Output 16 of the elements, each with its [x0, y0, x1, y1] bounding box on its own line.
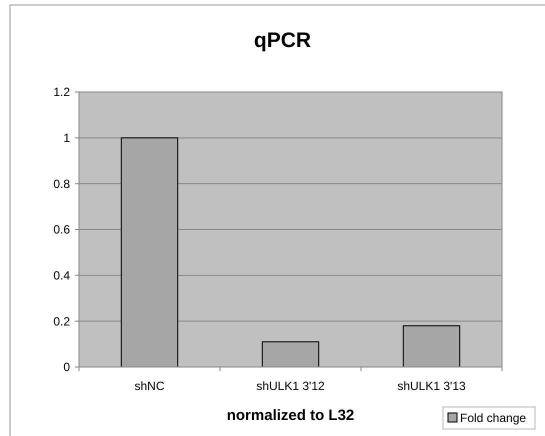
- x-tick-label: shULK1 3'12: [256, 379, 325, 393]
- y-tick-label: 1: [63, 131, 70, 146]
- chart-title: qPCR: [254, 29, 312, 52]
- bar: [120, 137, 178, 368]
- y-tick-label: 0.4: [53, 268, 70, 283]
- y-tick-label: 0.2: [53, 314, 70, 328]
- y-tick-label: 0.8: [53, 176, 70, 191]
- x-tick-label: shULK1 3'13: [397, 379, 466, 393]
- x-axis-title: normalized to L32: [226, 407, 354, 424]
- bar: [402, 325, 460, 368]
- y-tick-label: 0.6: [53, 222, 70, 237]
- legend-label: Fold change: [460, 411, 526, 426]
- y-tick-label: 1.2: [53, 85, 70, 100]
- bar: [262, 341, 320, 368]
- x-tick-label: shNC: [134, 379, 165, 393]
- y-tick-label: 0: [63, 360, 70, 374]
